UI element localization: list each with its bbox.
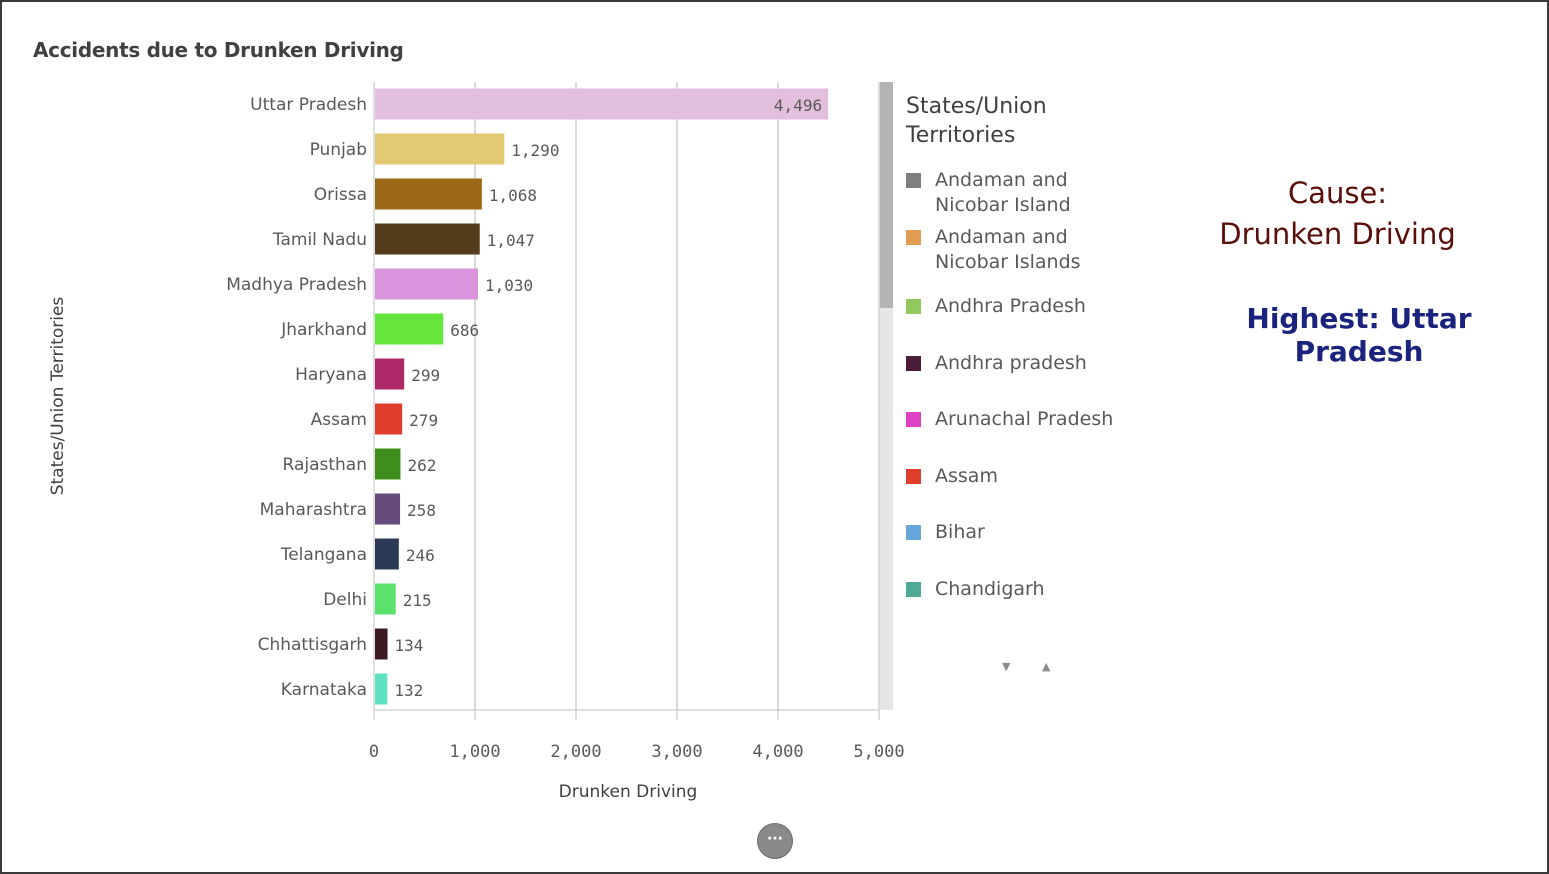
- legend-swatch: [906, 173, 921, 188]
- legend-item-label: Andhra pradesh: [935, 352, 1087, 374]
- x-tick-label: 2,000: [550, 742, 601, 762]
- y-tick-label: Orissa: [314, 185, 367, 205]
- data-label: 132: [394, 681, 423, 700]
- chart-title: Accidents due to Drunken Driving: [33, 38, 404, 62]
- legend-scroll-down-icon[interactable]: ▼: [1002, 660, 1011, 673]
- y-axis-title: States/Union Territories: [48, 297, 68, 496]
- bar: [375, 448, 401, 480]
- y-tick-label: Madhya Pradesh: [226, 275, 367, 295]
- data-label: 299: [411, 366, 440, 385]
- legend-item[interactable]: Andhra Pradesh: [906, 294, 1146, 319]
- legend-swatch: [906, 525, 921, 540]
- legend-item[interactable]: Chandigarh: [906, 577, 1146, 602]
- legend-swatch: [906, 230, 921, 245]
- legend-swatch: [906, 299, 921, 314]
- bar: [375, 673, 388, 705]
- cause-note-label: Cause:: [1287, 176, 1388, 210]
- bar: [375, 268, 479, 300]
- legend-item[interactable]: Arunachal Pradesh: [906, 407, 1146, 432]
- x-tick-label: 3,000: [651, 742, 702, 762]
- y-tick-label: Maharashtra: [260, 500, 367, 520]
- x-tick-label: 5,000: [853, 742, 904, 762]
- x-tick-label: 1,000: [449, 742, 500, 762]
- data-label: 134: [395, 636, 424, 655]
- legend-item[interactable]: Assam: [906, 464, 1146, 489]
- x-axis-title: Drunken Driving: [559, 782, 698, 802]
- y-tick-label: Telangana: [280, 545, 367, 565]
- data-label: 1,290: [511, 141, 559, 160]
- data-label: 1,068: [489, 186, 537, 205]
- legend-item[interactable]: Andaman and Nicobar Islands: [906, 225, 1146, 275]
- x-tick-label: 0: [369, 742, 379, 762]
- legend-item-label: Assam: [935, 465, 998, 487]
- more-options-button[interactable]: ···: [757, 823, 793, 859]
- y-tick-label: Delhi: [323, 590, 367, 610]
- y-tick-label: Tamil Nadu: [272, 230, 367, 250]
- bar: [375, 628, 388, 660]
- y-tick-label: Punjab: [310, 140, 367, 160]
- legend-swatch: [906, 582, 921, 597]
- bar: [375, 358, 405, 390]
- bar: [375, 88, 829, 120]
- legend-item-label: Bihar: [935, 521, 985, 543]
- legend-title: States/Union Territories: [906, 94, 1047, 148]
- bar: [375, 133, 505, 165]
- bar: [375, 403, 403, 435]
- y-tick-label: Jharkhand: [280, 320, 367, 340]
- data-label: 1,030: [485, 276, 533, 295]
- cause-note: Cause: Drunken Driving: [1180, 173, 1495, 255]
- legend-item[interactable]: Andaman and Nicobar Island: [906, 168, 1146, 218]
- y-tick-label: Uttar Pradesh: [250, 95, 367, 115]
- legend-item[interactable]: Andhra pradesh: [906, 351, 1146, 376]
- legend-item-label: Chandigarh: [935, 578, 1045, 600]
- legend-swatch: [906, 356, 921, 371]
- data-label: 1,047: [487, 231, 535, 250]
- data-label: 258: [407, 501, 436, 520]
- cause-note-value: Drunken Driving: [1219, 217, 1456, 251]
- data-label: 215: [403, 591, 432, 610]
- bar: [375, 223, 480, 255]
- data-label: 4,496: [774, 96, 822, 115]
- legend-item[interactable]: Bihar: [906, 520, 1146, 545]
- bar: [375, 493, 401, 525]
- y-tick-label: Karnataka: [281, 680, 367, 700]
- bar: [375, 178, 482, 210]
- bar: [375, 583, 396, 615]
- legend-scroll-up-icon[interactable]: ▲: [1042, 660, 1051, 673]
- data-label: 279: [409, 411, 438, 430]
- y-tick-label: Haryana: [295, 365, 367, 385]
- data-label: 262: [407, 456, 436, 475]
- y-tick-label: Assam: [311, 410, 367, 430]
- legend-item-label: Andhra Pradesh: [935, 295, 1086, 317]
- legend-scrollbar-thumb[interactable]: [880, 82, 893, 308]
- bar: [375, 313, 444, 345]
- y-tick-label: Chhattisgarh: [258, 635, 367, 655]
- data-label: 246: [406, 546, 435, 565]
- highest-note: Highest: Uttar Pradesh: [1246, 302, 1472, 368]
- legend-swatch: [906, 412, 921, 427]
- legend-item-label: Andaman and Nicobar Islands: [935, 226, 1081, 273]
- data-label: 686: [450, 321, 479, 340]
- y-tick-label: Rajasthan: [283, 455, 368, 475]
- legend-swatch: [906, 469, 921, 484]
- bar: [375, 538, 399, 570]
- x-tick-label: 4,000: [752, 742, 803, 762]
- legend-item-label: Arunachal Pradesh: [935, 408, 1114, 430]
- legend-item-label: Andaman and Nicobar Island: [935, 169, 1071, 216]
